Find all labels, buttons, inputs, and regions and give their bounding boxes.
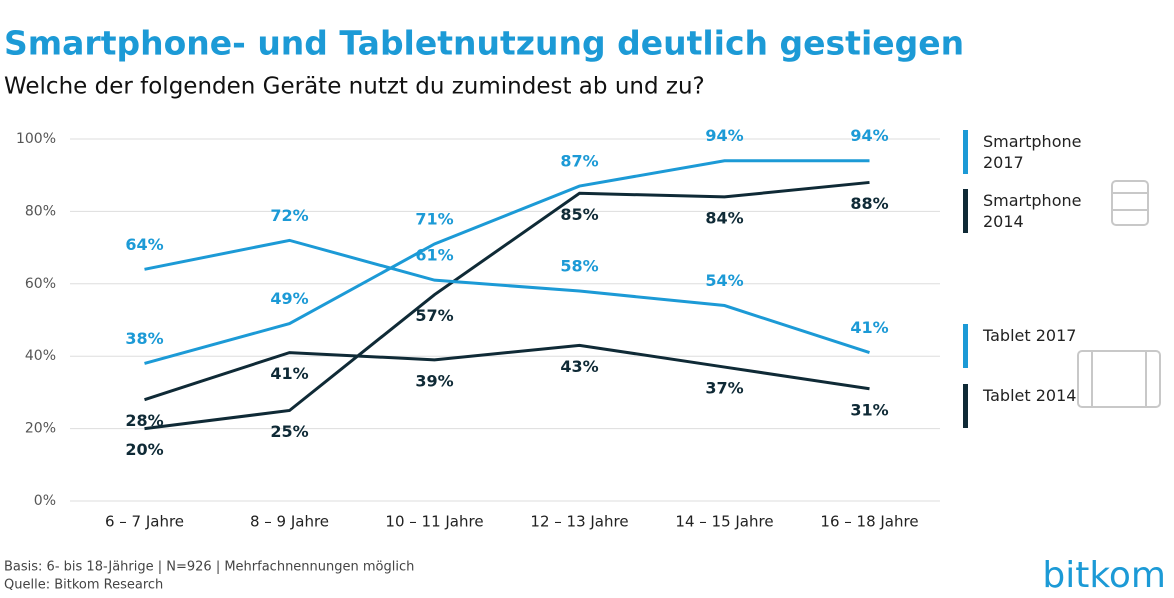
data-label: 38% <box>125 329 163 348</box>
data-label: 37% <box>705 379 743 398</box>
data-label: 58% <box>560 257 598 276</box>
device-icons <box>1077 180 1161 408</box>
legend-label: Smartphone 2017 <box>983 132 1082 172</box>
legend-label: Tablet 2017 <box>983 326 1077 345</box>
data-label: 28% <box>125 411 163 430</box>
data-label: 84% <box>705 208 743 227</box>
logo: bitkom <box>1042 555 1166 596</box>
data-label: 64% <box>125 235 163 254</box>
data-label: 57% <box>415 306 453 325</box>
data-label: 54% <box>705 271 743 290</box>
data-label: 41% <box>850 318 888 337</box>
source: Quelle: Bitkom Research <box>4 578 163 593</box>
data-label: 87% <box>560 152 598 171</box>
data-label: 49% <box>270 289 308 308</box>
data-label: 61% <box>415 246 453 265</box>
x-tick-label: 12 – 13 Jahre <box>530 513 628 531</box>
series-line <box>144 238 870 355</box>
x-tick-label: 6 – 7 Jahre <box>105 513 184 531</box>
data-label: 71% <box>415 209 453 228</box>
chart-subtitle: Welche der folgenden Geräte nutzt du zum… <box>4 74 705 100</box>
y-tick-label: 40% <box>25 348 56 364</box>
data-label: 39% <box>415 371 453 390</box>
data-label: 43% <box>560 357 598 376</box>
series-line <box>144 343 870 402</box>
x-tick-label: 14 – 15 Jahre <box>675 513 773 531</box>
data-label: 94% <box>850 126 888 145</box>
data-label: 85% <box>560 205 598 224</box>
x-tick-label: 8 – 9 Jahre <box>250 513 329 531</box>
footnote: Basis: 6- bis 18-Jährige | N=926 | Mehrf… <box>4 560 414 575</box>
legend-label: Smartphone 2014 <box>983 191 1082 231</box>
legend-swatch <box>963 324 968 368</box>
chart-title: Smartphone- und Tabletnutzung deutlich g… <box>4 24 964 63</box>
legend-swatch <box>963 384 968 428</box>
data-label: 88% <box>850 194 888 213</box>
series-line <box>144 159 870 365</box>
y-tick-label: 100% <box>16 131 56 147</box>
data-label: 41% <box>270 364 308 383</box>
legend-label: Tablet 2014 <box>983 386 1077 405</box>
y-tick-label: 80% <box>25 203 56 219</box>
y-tick-label: 20% <box>25 421 56 437</box>
y-tick-label: 60% <box>25 276 56 292</box>
x-tick-label: 16 – 18 Jahre <box>820 513 918 531</box>
data-label: 72% <box>270 206 308 225</box>
y-tick-label: 0% <box>34 493 56 509</box>
series-line <box>144 180 870 431</box>
x-tick-label: 10 – 11 Jahre <box>385 513 483 531</box>
data-label: 20% <box>125 440 163 459</box>
data-label: 31% <box>850 400 888 419</box>
data-label: 94% <box>705 126 743 145</box>
data-label: 25% <box>270 422 308 441</box>
legend-swatch <box>963 130 968 174</box>
legend-swatch <box>963 189 968 233</box>
